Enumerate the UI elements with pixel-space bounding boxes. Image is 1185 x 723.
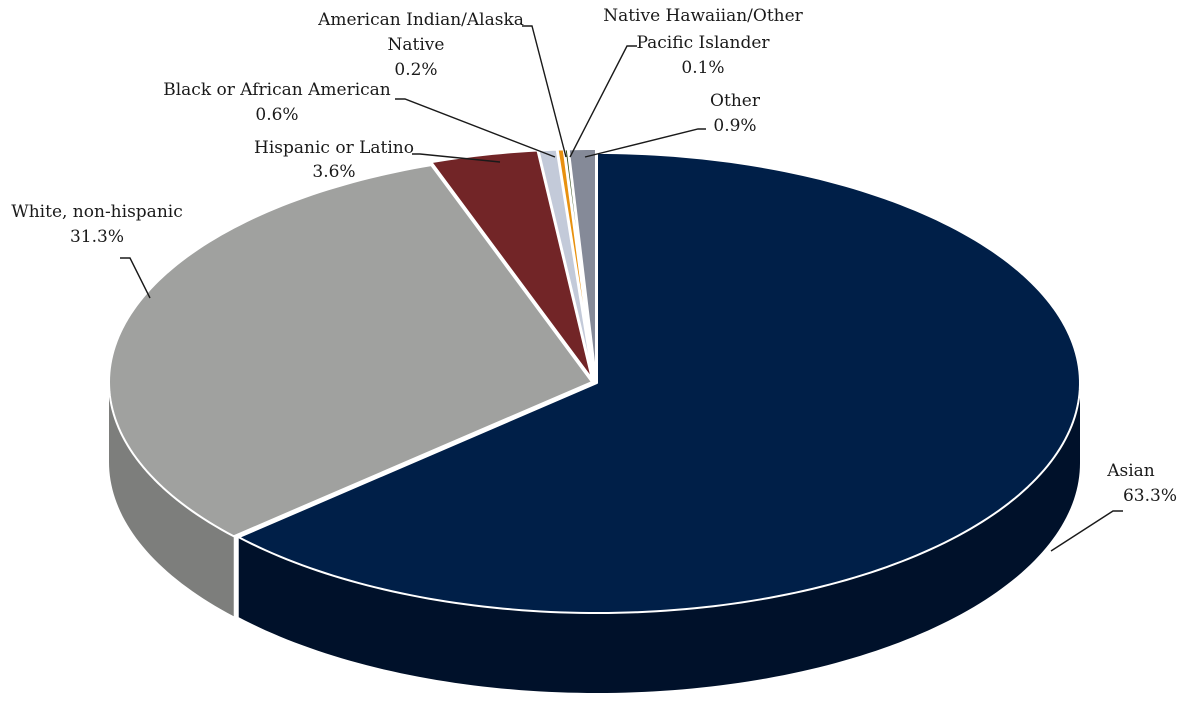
slice-value-label: 0.9%	[713, 116, 756, 136]
slice-value-label: 0.2%	[394, 60, 437, 80]
pie-slice-asian	[237, 152, 1081, 614]
slice-value-label: 0.6%	[255, 105, 298, 125]
pie-slice-white-non-hispanic	[108, 164, 593, 538]
leader-line	[522, 25, 567, 158]
pie-slice-other	[567, 148, 597, 380]
slice-category-label: American Indian/Alaska	[317, 10, 524, 30]
slice-value-label: 3.6%	[312, 162, 355, 182]
slice-category-label: Hispanic or Latino	[254, 138, 414, 158]
slice-category-label: Native Hawaiian/Other	[603, 6, 803, 26]
pie-slice-hispanic-or-latino	[430, 149, 593, 380]
slice-value-label: 0.1%	[681, 58, 724, 78]
pie-tops	[108, 148, 1081, 614]
pie-side-1	[109, 382, 234, 617]
slice-category-label: Other	[710, 91, 761, 111]
slice-value-label: 63.3%	[1123, 486, 1177, 506]
slice-category-label: Pacific Islander	[636, 33, 770, 53]
leader-line	[569, 45, 637, 158]
leader-line	[120, 257, 151, 299]
pie-side-0	[238, 383, 1081, 693]
slice-labels: Asian 63.3% White, non-hispanic 31.3% Hispan…	[11, 6, 1177, 506]
leader-line	[395, 98, 556, 158]
pie-sides	[109, 382, 1081, 693]
leader-lines	[120, 25, 1123, 552]
leader-line	[584, 128, 706, 158]
leader-line	[412, 153, 501, 163]
slice-category-label: Black or African American	[163, 80, 391, 100]
slice-value-label: 31.3%	[70, 227, 124, 247]
slice-category-label: Native	[388, 35, 445, 55]
leader-line	[1050, 510, 1123, 552]
slice-category-label: Asian	[1106, 461, 1155, 481]
slice-category-label: White, non-hispanic	[11, 202, 182, 222]
